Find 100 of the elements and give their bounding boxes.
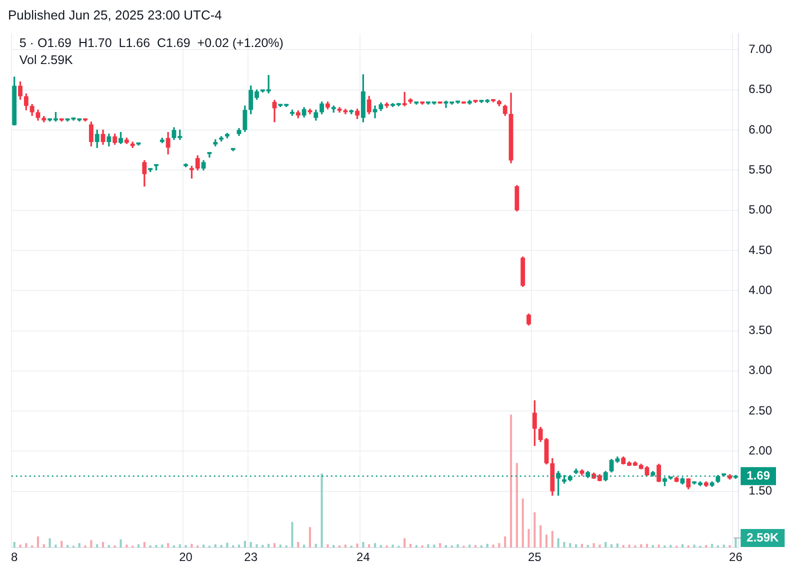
bar: [640, 544, 642, 548]
y-tick-label: 7.00: [748, 42, 772, 56]
bar: [36, 536, 40, 548]
bar: [90, 540, 92, 548]
bar: [474, 544, 477, 548]
chart-title: Published Jun 25, 2025 23:00 UTC-4: [8, 7, 222, 22]
bar: [468, 544, 471, 548]
bar: [13, 542, 16, 548]
candlestick: [372, 106, 378, 118]
bar: [250, 542, 252, 548]
bar: [262, 544, 264, 548]
bar: [711, 544, 714, 548]
bar: [486, 544, 488, 548]
bar: [161, 544, 164, 548]
bar: [25, 543, 28, 548]
bar: [308, 527, 312, 548]
y-tick-label: 3.50: [748, 323, 772, 338]
bar: [202, 544, 205, 548]
chart-subtitle: 5 · O1.69 H1.70 L1.66 C1.69 +0.02 (+1.20%): [19, 36, 284, 50]
bar: [344, 544, 346, 548]
bar: [415, 544, 418, 548]
ref-line-label: 1.69: [746, 468, 770, 482]
bar: [528, 528, 530, 548]
bar: [439, 543, 442, 548]
x-tick-label: 24: [356, 550, 370, 564]
bar: [42, 544, 45, 548]
y-tick-label: 5.00: [748, 202, 772, 217]
bar: [652, 544, 654, 548]
x-tick-label: 8: [10, 550, 18, 564]
bar: [54, 544, 57, 548]
bar: [670, 544, 672, 548]
bar: [681, 544, 684, 548]
bar: [143, 542, 146, 548]
bar: [545, 534, 548, 548]
bar: [392, 544, 394, 548]
bar: [190, 544, 193, 548]
y-tick-label: 6.50: [748, 82, 772, 96]
bar: [126, 544, 128, 548]
bar: [409, 544, 412, 548]
annotation: Vol 2.59K: [19, 53, 74, 68]
bar: [658, 544, 660, 548]
bar: [167, 543, 170, 548]
bar: [137, 544, 140, 548]
bar: [534, 512, 536, 548]
bar: [60, 540, 63, 548]
bar: [256, 544, 258, 548]
bar: [427, 544, 430, 548]
y-tick-label: 4.00: [748, 282, 772, 297]
bar: [66, 544, 69, 548]
bar: [728, 544, 731, 548]
bar: [516, 463, 518, 548]
bar: [705, 544, 708, 548]
bar: [368, 544, 370, 548]
y-tick-label: 3.00: [748, 363, 772, 378]
bar: [303, 544, 306, 548]
bar: [580, 544, 583, 548]
bar: [120, 539, 122, 548]
bar: [178, 544, 181, 548]
bar: [592, 543, 595, 548]
bar: [722, 544, 725, 548]
bar: [563, 542, 566, 548]
bar: [184, 544, 187, 548]
y-tick-label: 5.50: [748, 162, 772, 176]
bar: [326, 544, 329, 548]
bar: [220, 544, 222, 548]
x-tick-label: 26: [729, 550, 743, 564]
bar: [598, 544, 601, 548]
candlestick: [402, 92, 407, 106]
bar: [510, 414, 512, 548]
y-tick-label: 4.50: [748, 242, 772, 257]
bar: [102, 542, 104, 548]
bar: [604, 542, 607, 548]
bar: [214, 544, 216, 548]
bar: [279, 544, 282, 548]
y-tick-label: 2.00: [748, 444, 772, 458]
bar: [238, 544, 240, 548]
bar: [492, 544, 494, 548]
y2-tick-label: 2.59K: [746, 530, 779, 544]
bar: [569, 543, 572, 548]
bar: [380, 544, 382, 548]
bar: [155, 544, 158, 548]
bar: [96, 544, 98, 548]
bar: [456, 544, 459, 548]
bar: [575, 544, 578, 548]
bar: [108, 544, 110, 548]
bar: [444, 544, 447, 548]
y-tick-label: 2.50: [748, 403, 772, 418]
bar: [433, 544, 436, 548]
bar: [551, 530, 554, 548]
bar: [291, 522, 294, 548]
bar: [78, 543, 80, 548]
bar: [540, 525, 542, 548]
bar: [504, 536, 506, 548]
bar: [498, 543, 500, 548]
x-tick-label: 20: [179, 550, 193, 564]
bar: [586, 544, 589, 548]
bar: [226, 542, 228, 548]
bar: [374, 543, 376, 548]
bar: [362, 542, 364, 548]
bar: [332, 544, 335, 548]
